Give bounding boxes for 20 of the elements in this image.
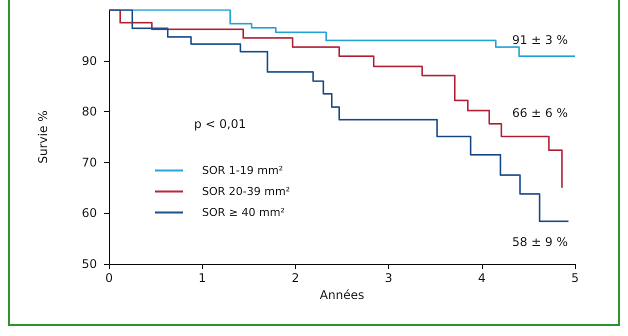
x-tick-label: 3 (384, 271, 392, 285)
x-tick-label: 4 (478, 271, 486, 285)
legend-label: SOR ≥ 40 mm² (202, 206, 285, 219)
annotation: p < 0,01 (194, 117, 246, 131)
y-axis-title: Survie % (36, 110, 50, 164)
legend-label: SOR 20-39 mm² (202, 185, 290, 198)
x-tick-label: 5 (571, 271, 579, 285)
annotation: 66 ± 6 % (512, 106, 568, 120)
legend-label: SOR 1-19 mm² (202, 164, 284, 177)
y-tick-label: 70 (82, 155, 97, 170)
y-tick-label: 80 (82, 104, 97, 119)
x-axis-title: Années (320, 288, 364, 302)
annotation: 91 ± 3 % (512, 33, 568, 47)
y-tick-label: 60 (82, 206, 97, 220)
annotation: 58 ± 9 % (512, 235, 568, 249)
x-tick-label: 2 (292, 271, 300, 285)
x-tick-label: 1 (198, 271, 206, 285)
y-tick-label: 50 (82, 257, 97, 271)
y-tick-label: 90 (82, 54, 97, 68)
x-tick-label: 0 (105, 271, 113, 285)
